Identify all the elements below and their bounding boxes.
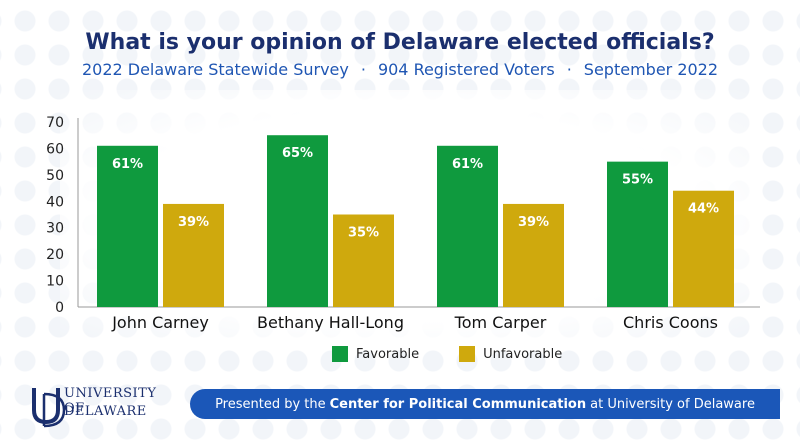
footer-suffix: at University of Delaware	[590, 396, 755, 412]
subtitle-sample: 904 Registered Voters	[377, 60, 555, 79]
legend: Favorable Unfavorable	[332, 346, 562, 362]
bar-unfavorable	[503, 203, 564, 307]
data-label-unfavorable: 39%	[518, 215, 549, 230]
data-label-favorable: 61%	[112, 157, 143, 172]
legend-item-favorable: Favorable	[332, 346, 419, 362]
logo-line2: DELAWARE	[64, 404, 147, 419]
bar-unfavorable	[673, 190, 734, 307]
x-category-label: Tom Carper	[454, 313, 547, 332]
bar-unfavorable	[333, 214, 394, 307]
footer-banner: Presented by the Center for Political Co…	[190, 389, 780, 419]
chart-title: What is your opinion of Delaware elected…	[85, 30, 715, 55]
x-category-label: John Carney	[111, 313, 209, 332]
y-tick-label: 0	[55, 300, 64, 316]
subtitle-separator: ·	[566, 60, 572, 79]
subtitle-separator: ·	[360, 60, 366, 79]
y-tick-label: 10	[46, 274, 64, 290]
university-logo: UNIVERSITY OF DELAWARE	[32, 384, 156, 430]
legend-label-favorable: Favorable	[356, 346, 420, 362]
x-category-label: Chris Coons	[623, 313, 718, 332]
subtitle-date: September 2022	[583, 60, 719, 79]
y-tick-label: 60	[46, 141, 64, 157]
subtitle-survey: 2022 Delaware Statewide Survey	[81, 60, 349, 79]
legend-swatch-unfavorable	[459, 346, 476, 362]
data-label-unfavorable: 44%	[688, 202, 719, 217]
y-tick-label: 50	[46, 168, 64, 184]
y-tick-label: 30	[46, 221, 64, 237]
data-label-unfavorable: 39%	[178, 215, 209, 230]
legend-swatch-favorable	[332, 346, 348, 362]
data-label-favorable: 61%	[452, 157, 483, 172]
x-category-label: Bethany Hall-Long	[257, 313, 404, 332]
legend-item-unfavorable: Unfavorable	[459, 346, 562, 362]
data-label-favorable: 65%	[282, 146, 313, 161]
data-label-unfavorable: 35%	[348, 226, 379, 241]
bar-favorable	[97, 145, 158, 307]
y-tick-label: 70	[46, 115, 64, 131]
bar-favorable	[267, 135, 328, 307]
bar-favorable	[437, 145, 498, 307]
ud-monogram-icon	[32, 388, 66, 428]
y-tick-label: 20	[46, 247, 64, 263]
footer-prefix: Presented by the	[215, 396, 326, 412]
legend-label-unfavorable: Unfavorable	[483, 346, 563, 362]
bar-unfavorable	[163, 203, 224, 307]
data-label-favorable: 55%	[622, 173, 653, 188]
footer-center-name: Center for Political Communication	[329, 396, 587, 412]
y-tick-label: 40	[46, 194, 64, 210]
chart-subtitle: 2022 Delaware Statewide Survey · 904 Regis…	[0, 60, 800, 79]
bar-favorable	[607, 161, 668, 307]
logo-line1: UNIVERSITY OF	[64, 386, 157, 416]
